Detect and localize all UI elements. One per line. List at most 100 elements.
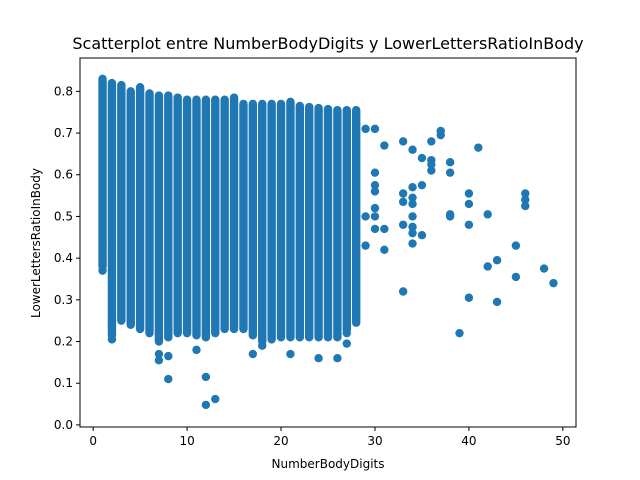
y-tick-label: 0.0 (54, 418, 73, 432)
scatter-point (464, 189, 474, 198)
plot-area (98, 74, 558, 410)
x-tick-label: 0 (89, 434, 97, 448)
scatter-point (445, 212, 455, 221)
point-column-x19 (267, 99, 276, 344)
x-axis-label: NumberBodyDigits (272, 457, 385, 471)
y-tick-label: 0.6 (54, 168, 73, 182)
scatter-point (398, 220, 408, 229)
scatter-point (483, 210, 492, 219)
scatter-point (370, 180, 380, 190)
plot-frame (79, 57, 577, 428)
scatter-point (398, 189, 408, 198)
x-tick-label: 50 (555, 434, 570, 448)
scatter-point (107, 331, 117, 340)
scatter-point (370, 187, 380, 196)
scatter-point (164, 374, 173, 384)
y-tick-label: 0.4 (54, 251, 73, 265)
y-axis-label: LowerLettersRatioInBody (29, 168, 43, 318)
scatter-point (154, 356, 164, 365)
scatter-point (351, 233, 361, 242)
scatter-point (417, 153, 427, 163)
scatter-point (398, 197, 408, 207)
scatter-point (314, 354, 323, 363)
scatter-point (258, 341, 267, 350)
scatter-point (408, 145, 417, 154)
point-column-x16 (239, 99, 248, 334)
scatter-point (408, 222, 417, 232)
x-axis-ticks: 0 10 20 30 40 50 (89, 427, 570, 448)
point-column-x25 (323, 104, 333, 342)
scatter-point (492, 297, 502, 307)
chart-title: Scatterplot entre NumberBodyDigits y Low… (72, 34, 583, 53)
point-column-x20 (276, 99, 286, 342)
point-column-x3 (117, 80, 126, 325)
scatter-point (408, 228, 417, 238)
scatter-point (474, 143, 483, 152)
point-column-x9 (173, 93, 182, 338)
scatter-point (521, 189, 530, 198)
scatter-point (370, 124, 380, 134)
point-column-x10 (182, 95, 192, 338)
scatter-point (427, 137, 436, 146)
scatter-point (483, 262, 492, 271)
point-column-x26 (333, 105, 342, 342)
scatter-point (427, 160, 436, 169)
y-tick-label: 0.3 (54, 293, 73, 307)
scatter-point (511, 241, 521, 250)
point-column-x11 (192, 95, 201, 340)
point-column-x7 (154, 91, 164, 346)
scatter-point (427, 166, 436, 175)
scatter-point (201, 372, 211, 382)
scatter-point (370, 203, 380, 213)
scatter-point (445, 158, 455, 167)
scatter-point (417, 180, 427, 190)
scatter-point (408, 183, 417, 192)
scatter-point (464, 293, 474, 302)
scatter-point (492, 256, 502, 265)
scatter-point (417, 231, 427, 240)
point-column-x14 (220, 95, 229, 334)
scatter-point (286, 349, 295, 359)
scatter-point (351, 120, 361, 129)
point-column-x23 (305, 102, 314, 342)
scatter-point (154, 349, 164, 359)
point-column-x4 (126, 87, 135, 330)
scatter-point (398, 137, 408, 146)
scatter-point (549, 278, 558, 288)
y-axis-ticks: 0.0 0.1 0.2 0.3 0.4 0.5 0.6 0.7 0.8 (54, 84, 80, 432)
x-tick-label: 10 (179, 434, 194, 448)
scatter-point (511, 272, 521, 282)
scatter-point (342, 328, 351, 338)
point-column-x24 (314, 103, 323, 342)
point-column-x5 (135, 83, 145, 334)
scatter-point (408, 212, 417, 221)
x-tick-label: 40 (461, 434, 476, 448)
point-column-x12 (201, 95, 211, 342)
y-tick-label: 0.5 (54, 209, 73, 223)
scatter-point (380, 224, 389, 234)
point-column-x8 (164, 91, 173, 342)
scatter-point (380, 141, 389, 150)
data-points (98, 120, 558, 410)
scatter-point (361, 212, 370, 221)
scatter-point (408, 199, 417, 209)
scatter-point (370, 168, 380, 177)
scatter-point (539, 264, 549, 273)
scatter-point (201, 400, 211, 410)
point-column-x13 (211, 95, 220, 338)
x-tick-label: 30 (367, 434, 382, 448)
x-tick-label: 20 (273, 434, 288, 448)
point-column-x17 (248, 99, 258, 340)
scatter-point (192, 345, 201, 355)
y-tick-label: 0.1 (54, 376, 73, 390)
scatter-point (361, 241, 370, 250)
y-tick-label: 0.8 (54, 84, 73, 98)
scatter-point (380, 245, 389, 254)
scatter-point (521, 201, 530, 211)
scatter-point (98, 266, 107, 275)
scatter-point (464, 220, 474, 229)
y-tick-label: 0.2 (54, 335, 73, 349)
point-column-x15 (229, 93, 239, 334)
point-column-x27 (342, 105, 351, 335)
